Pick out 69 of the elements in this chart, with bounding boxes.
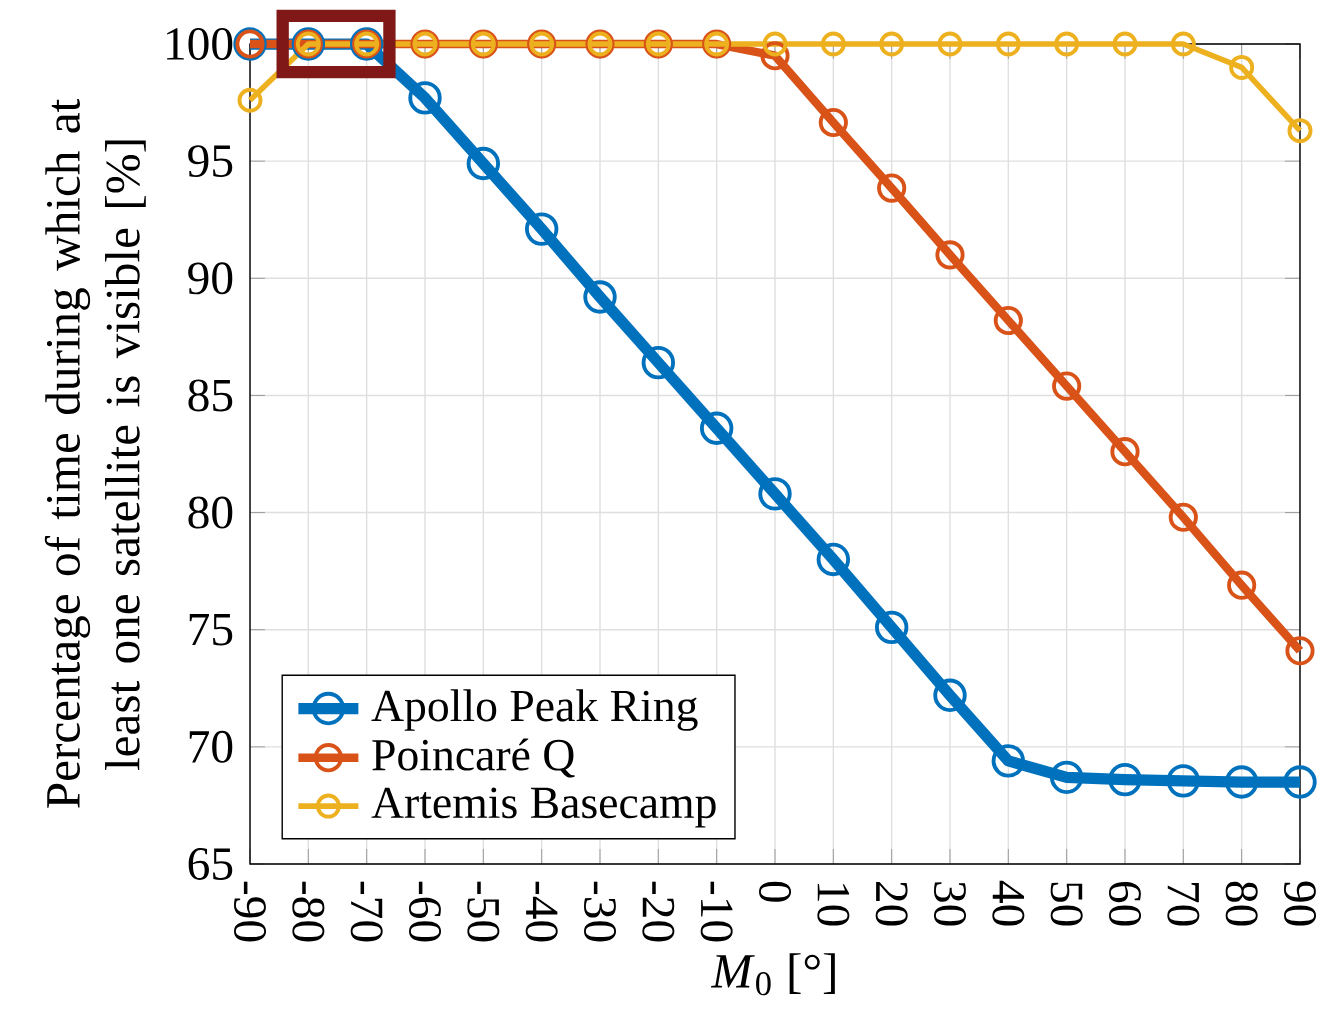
y-tick-label: 75 — [189, 613, 233, 646]
point — [760, 41, 790, 71]
x-tick-label: -80 — [292, 881, 325, 942]
point — [1049, 760, 1084, 795]
x-tick-label: -60 — [409, 881, 442, 942]
point — [1287, 118, 1313, 144]
point — [1224, 765, 1259, 799]
x-tick-label: 20 — [875, 882, 908, 926]
x-tick-label: -40 — [525, 881, 558, 942]
y-tick-label: 80 — [188, 496, 233, 529]
point — [1110, 437, 1140, 467]
y-tick-label: 70 — [189, 730, 233, 763]
point — [937, 31, 963, 57]
point — [879, 31, 905, 57]
point — [1283, 765, 1317, 799]
point — [818, 107, 848, 138]
x-tick-label: 40 — [992, 880, 1025, 926]
point — [408, 81, 442, 115]
point — [699, 411, 734, 445]
point — [1285, 636, 1315, 666]
point — [933, 678, 967, 713]
x-tick-label: 90 — [1284, 881, 1317, 926]
point — [993, 305, 1023, 336]
x-tick-label: -20 — [642, 881, 675, 942]
x-tick-label: 60 — [1109, 881, 1142, 926]
legend-label: Poincaré Q — [372, 738, 575, 778]
point — [874, 610, 909, 645]
legend-label: Artemis Basecamp — [371, 787, 716, 828]
x-axis-title: M$_{0}$ [°] — [710, 953, 835, 996]
point — [995, 31, 1021, 57]
y-tick-label: 90 — [188, 262, 233, 295]
y-tick-label: 100 — [167, 27, 233, 60]
point — [1168, 502, 1198, 532]
x-tick-label: 70 — [1167, 883, 1200, 926]
point — [758, 477, 792, 511]
y-tick-label: 65 — [188, 848, 233, 880]
point — [762, 31, 788, 57]
x-tick-label: 80 — [1225, 881, 1258, 926]
x-tick-label: 30 — [934, 882, 967, 926]
point — [1052, 371, 1082, 401]
point — [524, 212, 559, 246]
point — [641, 345, 676, 380]
point — [1054, 31, 1080, 57]
point — [1170, 31, 1196, 57]
point — [237, 87, 263, 113]
x-tick-label: 0 — [759, 881, 792, 902]
point — [935, 240, 965, 270]
point — [1229, 54, 1255, 80]
x-tick-label: 10 — [817, 884, 850, 926]
point — [466, 146, 501, 181]
point — [877, 173, 907, 203]
point — [991, 744, 1026, 778]
point — [816, 542, 851, 577]
x-tick-label: -10 — [700, 881, 733, 942]
point — [1108, 762, 1142, 797]
point — [583, 280, 617, 314]
point — [1166, 764, 1201, 798]
x-tick-label: 50 — [1050, 882, 1083, 926]
x-tick-label: -90 — [234, 881, 267, 942]
y-tick-label: 95 — [188, 145, 233, 178]
y-axis-title: Percentage of time during which at least one satellite is visible [%] — [44, 98, 146, 808]
x-tick-label: -50 — [467, 881, 500, 942]
point — [820, 31, 846, 57]
point — [1112, 31, 1138, 57]
x-tick-label: -30 — [584, 881, 617, 942]
y-tick-label: 85 — [188, 379, 233, 412]
legend-label: Apollo Peak Ring — [371, 689, 698, 731]
point — [1227, 570, 1257, 600]
x-tick-label: -70 — [350, 881, 383, 942]
